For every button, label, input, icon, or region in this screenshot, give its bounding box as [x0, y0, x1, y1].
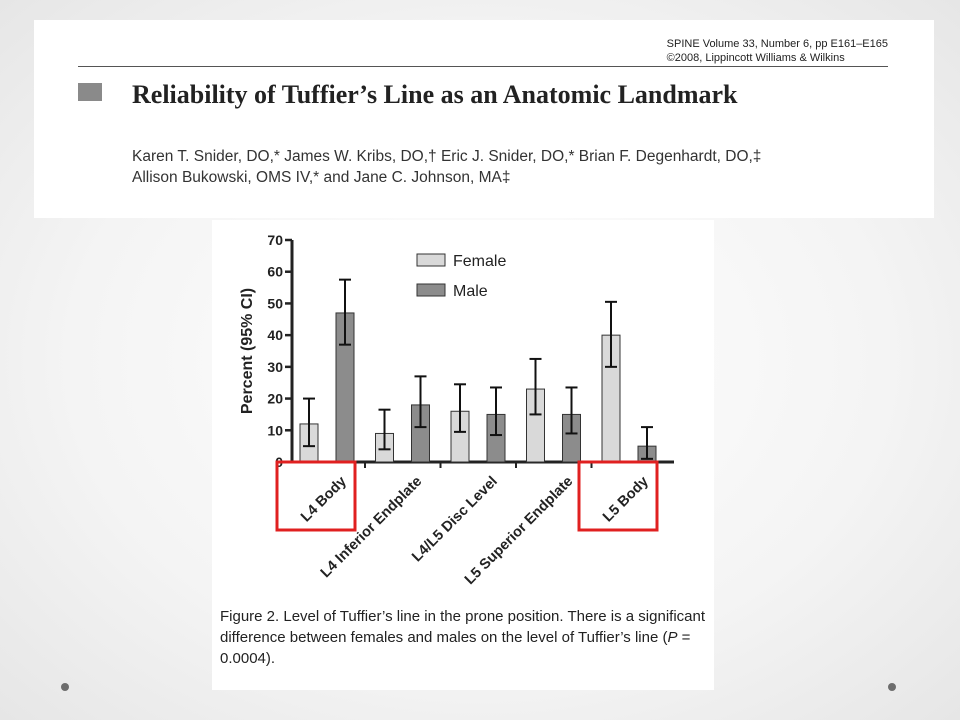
legend-swatch-female: [416, 253, 446, 267]
y-tick-label: 40: [267, 327, 283, 343]
x-tick-label-0: L4 Body: [298, 474, 350, 526]
paper-header: SPINE Volume 33, Number 6, pp E161–E165 …: [34, 20, 934, 218]
highlight-box-0: [275, 460, 357, 532]
caption-suffix: = 0.0004).: [220, 629, 691, 667]
y-tick-label: 10: [267, 422, 283, 438]
y-tick-label: 70: [267, 232, 283, 248]
journal-copyright: ©2008, Lippincott Williams & Wilkins: [666, 52, 845, 64]
highlight-box-4: [577, 460, 659, 532]
header-rule: [78, 66, 888, 67]
x-tick-label-4: L5 Body: [600, 474, 652, 526]
caption-p-symbol: P: [667, 629, 678, 646]
y-tick-label: 30: [267, 359, 283, 375]
journal-info: SPINE Volume 33, Number 6, pp E161–E165 …: [667, 37, 888, 65]
legend-swatch-male: [416, 283, 446, 297]
author-list: Karen T. Snider, DO,* James W. Kribs, DO…: [132, 146, 892, 188]
authors-line-1: Karen T. Snider, DO,* James W. Kribs, DO…: [132, 148, 762, 165]
y-tick-label: 20: [267, 391, 283, 407]
slide-dot-left: [61, 683, 69, 691]
figure-panel: 0 10 20 30 40 50 60 70 Percent (95% CI) L4 Body L4…: [212, 220, 714, 690]
figure-caption: Figure 2. Level of Tuffier’s line in the…: [220, 606, 706, 669]
y-axis-label: Percent (95% CI): [239, 288, 256, 414]
slide-dot-right: [888, 683, 896, 691]
paper-title: Reliability of Tuffier’s Line as an Anat…: [132, 80, 738, 109]
y-tick-label: 60: [267, 264, 283, 280]
legend-label-female: Female: [453, 253, 506, 270]
authors-line-2: Allison Bukowski, OMS IV,* and Jane C. J…: [132, 169, 511, 186]
legend-label-male: Male: [453, 283, 488, 300]
journal-citation: SPINE Volume 33, Number 6, pp E161–E165: [666, 38, 888, 50]
caption-prefix: Figure 2. Level of Tuffier’s line in the…: [220, 608, 706, 646]
y-tick-label: 50: [267, 295, 283, 311]
title-marker: [78, 83, 102, 101]
